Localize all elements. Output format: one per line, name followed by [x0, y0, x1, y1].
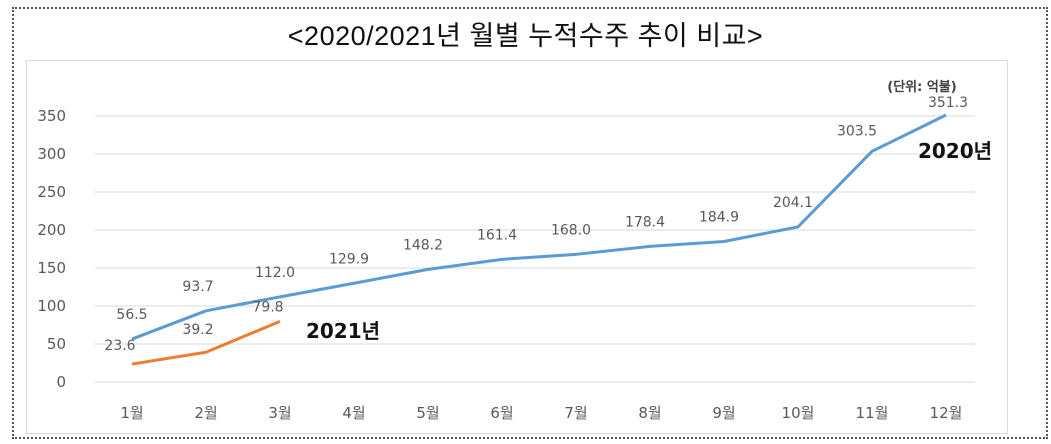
x-tick-label: 2월	[194, 404, 217, 422]
y-tick-label: 200	[37, 221, 66, 239]
y-tick-label: 50	[47, 335, 66, 353]
chart-title: <2020/2021년 월별 누적수주 추이 비교>	[287, 21, 764, 51]
x-tick-label: 12월	[930, 404, 963, 422]
unit-label: (단위: 억불)	[887, 79, 956, 95]
y-axis-ticks: 0 50 100 150 200 250 300 350	[37, 107, 66, 391]
x-tick-label: 8월	[638, 404, 661, 422]
series-label-2021: 2021년	[306, 319, 380, 343]
data-label: 204.1	[773, 195, 813, 211]
x-tick-label: 11월	[856, 404, 889, 422]
x-tick-label: 1월	[120, 404, 143, 422]
y-tick-label: 100	[37, 297, 66, 315]
series-label-2020: 2020년	[918, 139, 992, 163]
gridlines	[95, 115, 975, 383]
series-line-2021년	[131, 319, 281, 366]
y-tick-label: 350	[37, 107, 66, 125]
x-axis-ticks: 1월 2월 3월 4월 5월 6월 7월 8월 9월 10월 11월 12월	[120, 404, 962, 422]
data-label: 93.7	[182, 279, 213, 295]
data-label: 161.4	[477, 227, 517, 243]
y-tick-label: 150	[37, 259, 66, 277]
x-tick-label: 4월	[342, 404, 365, 422]
data-label: 39.2	[182, 322, 213, 338]
y-tick-label: 250	[37, 183, 66, 201]
data-label: 351.3	[928, 95, 968, 111]
data-label: 129.9	[329, 251, 369, 267]
series-lines	[131, 113, 947, 366]
y-tick-label: 0	[56, 373, 66, 391]
data-label: 79.8	[252, 299, 283, 315]
series-line-2020년	[131, 113, 947, 341]
data-label: 148.2	[403, 237, 443, 253]
x-tick-label: 6월	[490, 404, 513, 422]
y-tick-label: 300	[37, 145, 66, 163]
data-label: 23.6	[104, 338, 135, 354]
x-tick-label: 10월	[782, 404, 815, 422]
data-label: 178.4	[625, 214, 665, 230]
data-labels: 56.5 93.7 112.0 129.9 148.2 161.4 168.0 178.4 18…	[104, 95, 968, 354]
x-tick-label: 9월	[712, 404, 735, 422]
chart-area-frame	[26, 60, 1008, 434]
data-label: 303.5	[837, 123, 877, 139]
data-label: 56.5	[116, 307, 147, 323]
outer-dotted-frame	[12, 7, 1048, 439]
x-tick-label: 3월	[268, 404, 291, 422]
data-label: 168.0	[551, 222, 591, 238]
x-tick-label: 5월	[416, 404, 439, 422]
x-tick-label: 7월	[564, 404, 587, 422]
data-label: 112.0	[255, 265, 295, 281]
data-label: 184.9	[699, 209, 739, 225]
